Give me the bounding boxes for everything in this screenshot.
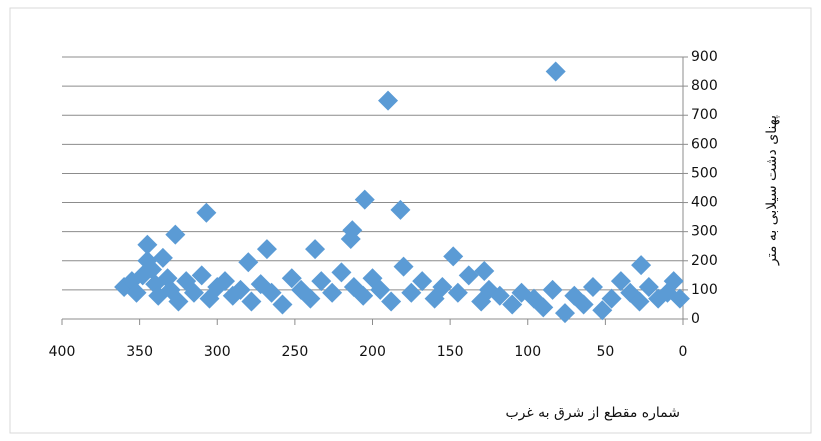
x-tick-label: 100 (514, 344, 541, 360)
scatter-point (412, 271, 433, 292)
scatter-point (601, 288, 622, 309)
scatter-point (555, 303, 576, 324)
scatter-point (168, 291, 189, 312)
scatter-point (592, 300, 613, 321)
y-tick-label: 500 (691, 165, 718, 181)
y-tick-label: 400 (691, 195, 718, 211)
x-tick-label: 50 (596, 344, 614, 360)
scatter-point (305, 239, 326, 260)
x-tick-label: 400 (49, 344, 76, 360)
scatter-point (183, 282, 204, 303)
x-tick-label: 350 (126, 344, 153, 360)
chart-border (9, 7, 812, 434)
scatter-point (638, 276, 659, 297)
scatter-point (137, 234, 158, 255)
scatter-point (126, 282, 147, 303)
y-tick-label: 0 (691, 311, 700, 327)
scatter-point (582, 276, 603, 297)
scatter-point (443, 246, 464, 267)
scatter-point (331, 262, 352, 283)
scatter-point (311, 271, 332, 292)
scatter-point (322, 282, 343, 303)
scatter-point (489, 285, 510, 306)
scatter-point (447, 282, 468, 303)
scatter-point (165, 224, 186, 245)
scatter-point (261, 282, 282, 303)
scatter-point (191, 265, 212, 286)
scatter-point (256, 239, 277, 260)
scatter-point (502, 294, 523, 315)
scatter-point (381, 291, 402, 312)
y-tick-label: 800 (691, 78, 718, 94)
x-tick-label: 150 (437, 344, 464, 360)
scatter-point (631, 255, 652, 276)
scatter-point (238, 252, 259, 273)
scatter-point (458, 265, 479, 286)
scatter-point (142, 259, 163, 280)
scatter-point (573, 294, 594, 315)
scatter-point (241, 291, 262, 312)
scatter-point (533, 297, 554, 318)
scatter-point (230, 279, 251, 300)
x-axis-label: شماره مقطع از شرق به غرب (505, 405, 680, 421)
scatter-point (545, 61, 566, 82)
y-tick-label: 200 (691, 253, 718, 269)
scatter-point (340, 228, 361, 249)
scatter-point (390, 199, 411, 220)
scatter-point (610, 271, 631, 292)
scatter-point (401, 282, 422, 303)
scatter-point (370, 279, 391, 300)
scatter-point (215, 271, 236, 292)
scatter-point (393, 256, 414, 277)
scatter-point (353, 285, 374, 306)
scatter-point (474, 260, 495, 281)
y-tick-label: 700 (691, 107, 718, 123)
y-tick-label: 100 (691, 282, 718, 298)
scatter-point (542, 279, 563, 300)
scatter-point (196, 202, 217, 223)
scatter-point (663, 271, 684, 292)
scatter-point (629, 291, 650, 312)
x-tick-label: 300 (204, 344, 231, 360)
y-tick-label: 900 (691, 49, 718, 65)
scatter-point (272, 294, 293, 315)
y-tick-label: 300 (691, 224, 718, 240)
scatter-point (300, 288, 321, 309)
y-tick-label: 600 (691, 136, 718, 152)
scatter-point (378, 90, 399, 111)
scatter-point (432, 276, 453, 297)
scatter-point (669, 288, 690, 309)
scatter-point (354, 189, 375, 210)
scatter-point (114, 276, 135, 297)
scatter-point (281, 268, 302, 289)
x-tick-label: 250 (282, 344, 309, 360)
x-tick-label: 200 (359, 344, 386, 360)
scatter-point (152, 247, 173, 268)
y-axis-label: پهنای دشت سیلابی به متر (764, 115, 780, 266)
x-tick-label: 0 (679, 344, 688, 360)
